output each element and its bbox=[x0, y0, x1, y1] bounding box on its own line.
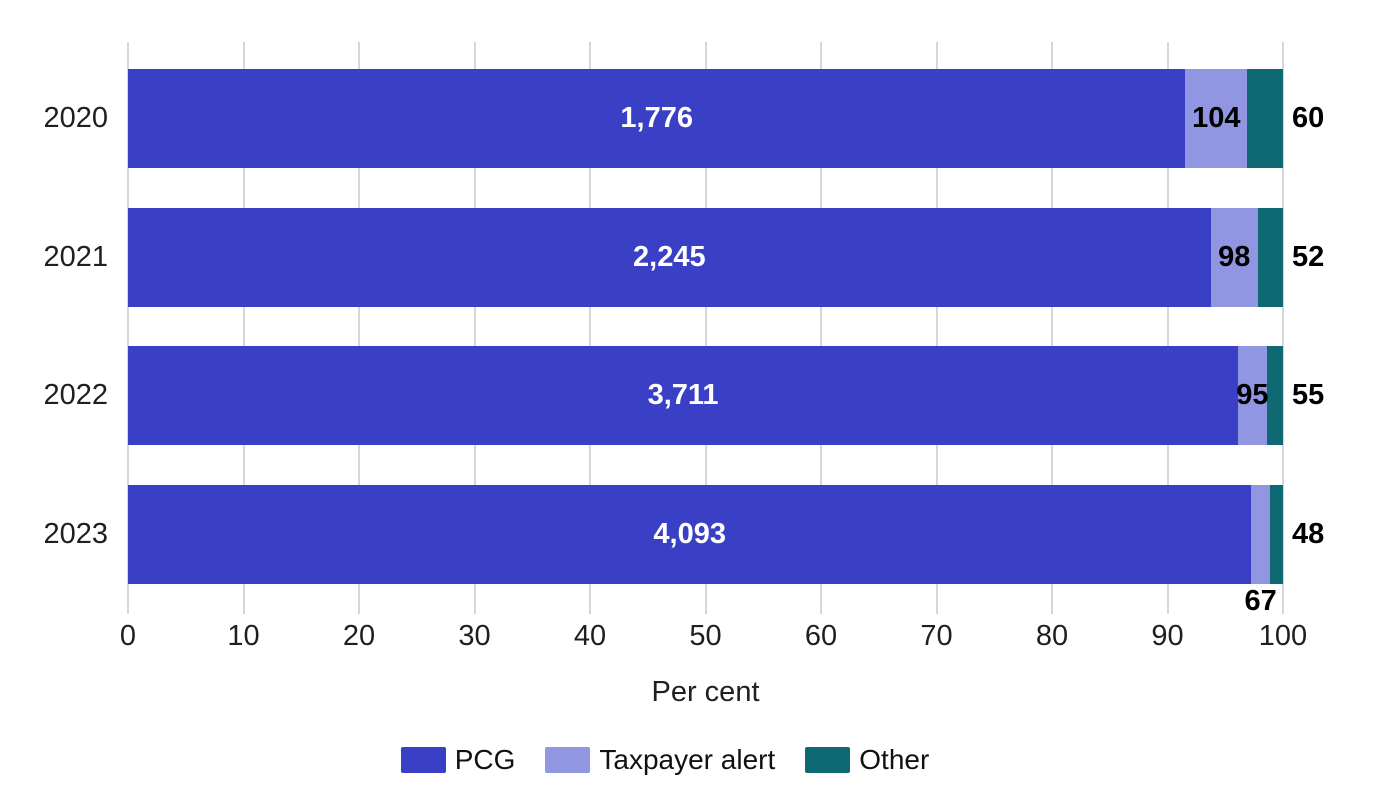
x-tick-label: 0 bbox=[119, 620, 137, 652]
gridline bbox=[242, 42, 245, 614]
gridline bbox=[127, 42, 129, 614]
legend-item: Other bbox=[805, 744, 929, 776]
gridline bbox=[704, 42, 707, 614]
y-axis-label: 2020 bbox=[43, 102, 108, 134]
legend-item: Taxpayer alert bbox=[545, 744, 775, 776]
gridline bbox=[820, 42, 822, 614]
bar-segment-pcg bbox=[128, 346, 1239, 445]
value-label: 52 bbox=[1292, 240, 1325, 273]
value-label: 98 bbox=[1218, 240, 1251, 273]
value-label: 60 bbox=[1292, 102, 1325, 134]
gridline bbox=[1166, 42, 1169, 614]
gridline bbox=[358, 42, 360, 614]
value-label: 95 bbox=[1236, 379, 1269, 411]
x-tick-label: 80 bbox=[1035, 620, 1069, 652]
bar-segment-taxpayer-alert bbox=[1251, 484, 1270, 584]
bar-row: 3,711 95 55 bbox=[128, 346, 1324, 445]
x-tick-label: 90 bbox=[1151, 620, 1184, 652]
x-tick-label: 10 bbox=[227, 620, 260, 652]
x-axis-title: Per cent bbox=[651, 676, 760, 708]
legend-label: PCG bbox=[454, 744, 516, 775]
plot-area: 1,776 104 60 2,245 98 52 3,711 95 55 4,093 67 48 bbox=[127, 42, 1324, 617]
x-tick-label: 60 bbox=[804, 620, 838, 652]
gridline bbox=[1282, 42, 1284, 614]
value-label: 1,776 bbox=[620, 102, 693, 134]
gridline bbox=[473, 42, 476, 614]
legend-swatch bbox=[400, 747, 446, 773]
y-axis-label: 2021 bbox=[43, 240, 108, 273]
gridline bbox=[1051, 42, 1053, 614]
bar-segment-other bbox=[1247, 69, 1283, 168]
gridline bbox=[589, 42, 591, 614]
bar-segment-taxpayer-alert bbox=[1185, 69, 1248, 168]
bar-segment-taxpayer-alert bbox=[1238, 346, 1267, 445]
legend-item: PCG bbox=[400, 744, 516, 776]
bar-row: 4,093 67 48 bbox=[128, 484, 1324, 617]
legend-swatch bbox=[545, 747, 591, 773]
bar-segment-taxpayer-alert bbox=[1210, 207, 1258, 307]
gridline bbox=[935, 42, 938, 614]
bar-segment-pcg bbox=[128, 207, 1211, 307]
x-tick-label: 70 bbox=[920, 620, 953, 652]
x-tick-label: 40 bbox=[573, 620, 607, 652]
y-axis-label: 2022 bbox=[43, 379, 108, 411]
bar-segment-pcg bbox=[128, 484, 1252, 584]
value-label: 67 bbox=[1244, 584, 1277, 617]
value-label: 48 bbox=[1292, 517, 1325, 550]
x-tick-label: 50 bbox=[689, 620, 722, 652]
legend: PCG Taxpayer alert Other bbox=[0, 744, 1354, 776]
value-label: 4,093 bbox=[653, 517, 726, 550]
bar-segment-other bbox=[1269, 484, 1283, 584]
bar-row: 2,245 98 52 bbox=[128, 207, 1324, 307]
value-label: 2,245 bbox=[633, 240, 706, 273]
x-tick-label: 100 bbox=[1258, 620, 1308, 652]
x-axis-tick-labels: 0 10 20 30 40 50 60 70 80 90 100 bbox=[120, 620, 1307, 656]
value-label: 3,711 bbox=[647, 379, 719, 411]
legend-label: Taxpayer alert bbox=[599, 744, 776, 775]
bar-segment-pcg bbox=[128, 69, 1186, 168]
bar-segment-other bbox=[1257, 207, 1283, 307]
x-tick-label: 20 bbox=[342, 620, 376, 652]
value-label: 55 bbox=[1292, 379, 1325, 411]
x-tick-label: 30 bbox=[458, 620, 491, 652]
bar-row: 1,776 104 60 bbox=[128, 69, 1324, 168]
y-axis-label: 2023 bbox=[43, 517, 108, 550]
legend-swatch bbox=[805, 747, 851, 773]
bar-segment-other bbox=[1266, 346, 1283, 445]
value-label: 104 bbox=[1192, 102, 1241, 134]
legend-label: Other bbox=[859, 744, 930, 775]
